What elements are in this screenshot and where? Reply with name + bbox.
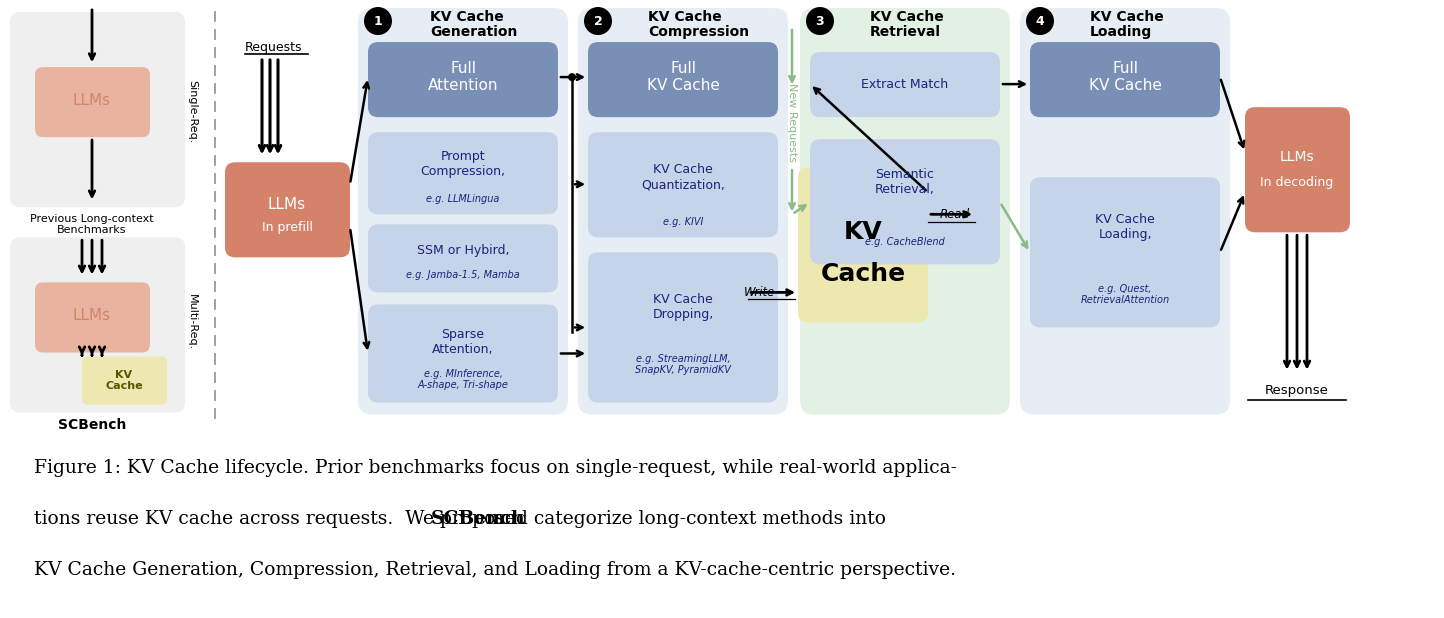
FancyBboxPatch shape <box>799 167 928 323</box>
Text: Previous Long-context
Benchmarks: Previous Long-context Benchmarks <box>30 213 155 235</box>
Text: Semantic
Retrieval,: Semantic Retrieval, <box>875 168 934 197</box>
Text: 1: 1 <box>374 15 383 28</box>
FancyBboxPatch shape <box>1030 177 1220 328</box>
Text: 4: 4 <box>1035 15 1044 28</box>
FancyBboxPatch shape <box>10 237 185 413</box>
Text: KV Cache: KV Cache <box>869 10 944 24</box>
Text: Sparse
Attention,: Sparse Attention, <box>432 329 494 357</box>
FancyBboxPatch shape <box>368 42 557 117</box>
Text: KV Cache
Quantization,: KV Cache Quantization, <box>641 163 725 191</box>
Text: KV Cache Generation, Compression, Retrieval, and Loading from a KV-cache-centric: KV Cache Generation, Compression, Retrie… <box>35 561 956 580</box>
FancyBboxPatch shape <box>35 67 150 137</box>
FancyBboxPatch shape <box>800 8 1009 415</box>
Text: e.g. LLMLingua: e.g. LLMLingua <box>426 194 500 205</box>
Text: and categorize long-context methods into: and categorize long-context methods into <box>487 510 885 528</box>
Text: Write: Write <box>744 286 775 299</box>
Text: In prefill: In prefill <box>261 221 312 234</box>
Text: LLMs: LLMs <box>1279 150 1314 164</box>
FancyBboxPatch shape <box>368 224 557 292</box>
Text: Requests: Requests <box>245 41 302 54</box>
Text: SCBench: SCBench <box>58 418 126 431</box>
Text: Response: Response <box>1265 384 1328 397</box>
Text: LLMs: LLMs <box>74 93 111 108</box>
FancyBboxPatch shape <box>35 282 150 352</box>
Text: Full
KV Cache: Full KV Cache <box>1089 61 1161 93</box>
Circle shape <box>1027 7 1054 35</box>
Text: Multi-Req.: Multi-Req. <box>188 294 196 350</box>
Text: LLMs: LLMs <box>269 197 306 212</box>
Text: e.g. KIVI: e.g. KIVI <box>663 218 703 227</box>
FancyBboxPatch shape <box>588 42 778 117</box>
Text: e.g. MInference,
A-shape, Tri-shape: e.g. MInference, A-shape, Tri-shape <box>417 369 508 391</box>
Text: Retrieval: Retrieval <box>869 25 941 39</box>
FancyBboxPatch shape <box>358 8 567 415</box>
FancyBboxPatch shape <box>1019 8 1230 415</box>
Text: Prompt
Compression,: Prompt Compression, <box>420 150 505 178</box>
FancyBboxPatch shape <box>1030 42 1220 117</box>
Text: 3: 3 <box>816 15 825 28</box>
Text: KV
Cache: KV Cache <box>105 370 143 391</box>
Text: Full
KV Cache: Full KV Cache <box>647 61 719 93</box>
Circle shape <box>806 7 835 35</box>
Text: Read: Read <box>940 208 970 221</box>
Text: e.g. Quest,
RetrievalAttention: e.g. Quest, RetrievalAttention <box>1080 284 1170 305</box>
FancyBboxPatch shape <box>368 305 557 402</box>
Text: LLMs: LLMs <box>74 308 111 323</box>
Text: e.g. Jamba-1.5, Mamba: e.g. Jamba-1.5, Mamba <box>406 271 520 281</box>
Text: In decoding: In decoding <box>1261 176 1334 188</box>
Circle shape <box>583 7 612 35</box>
FancyBboxPatch shape <box>578 8 788 415</box>
Circle shape <box>567 73 576 81</box>
Text: Cache: Cache <box>820 263 905 286</box>
Text: KV Cache: KV Cache <box>1090 10 1164 24</box>
Text: KV: KV <box>843 221 882 244</box>
Circle shape <box>364 7 391 35</box>
Text: Generation: Generation <box>430 25 517 39</box>
Text: Single-Req.: Single-Req. <box>188 80 196 144</box>
Text: Full
Attention: Full Attention <box>427 61 498 93</box>
Text: e.g. CacheBlend: e.g. CacheBlend <box>865 237 944 247</box>
FancyBboxPatch shape <box>588 132 778 237</box>
Text: New Requests: New Requests <box>787 83 797 162</box>
FancyBboxPatch shape <box>810 52 1001 117</box>
FancyBboxPatch shape <box>810 139 1001 265</box>
Text: SCBench: SCBench <box>430 510 526 528</box>
Text: tions reuse KV cache across requests.  We propose: tions reuse KV cache across requests. We… <box>35 510 523 528</box>
Text: SSM or Hybird,: SSM or Hybird, <box>417 244 510 257</box>
Text: e.g. StreamingLLM,
SnapKV, PyramidKV: e.g. StreamingLLM, SnapKV, PyramidKV <box>635 353 731 375</box>
FancyBboxPatch shape <box>10 12 185 207</box>
FancyBboxPatch shape <box>225 162 349 257</box>
FancyBboxPatch shape <box>368 132 557 214</box>
Text: Figure 1: KV Cache lifecycle. Prior benchmarks focus on single-request, while re: Figure 1: KV Cache lifecycle. Prior benc… <box>35 459 957 476</box>
Text: KV Cache
Dropping,: KV Cache Dropping, <box>653 294 713 321</box>
FancyBboxPatch shape <box>588 252 778 402</box>
Text: Loading: Loading <box>1090 25 1152 39</box>
Text: KV Cache
Loading,: KV Cache Loading, <box>1095 213 1155 241</box>
FancyBboxPatch shape <box>1245 107 1350 232</box>
FancyBboxPatch shape <box>82 357 168 405</box>
Text: 2: 2 <box>593 15 602 28</box>
Text: KV Cache: KV Cache <box>430 10 504 24</box>
Text: KV Cache: KV Cache <box>648 10 722 24</box>
Text: Extract Match: Extract Match <box>862 78 949 91</box>
Text: Compression: Compression <box>648 25 749 39</box>
